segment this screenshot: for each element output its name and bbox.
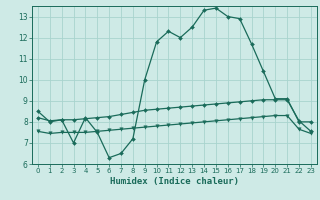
X-axis label: Humidex (Indice chaleur): Humidex (Indice chaleur) xyxy=(110,177,239,186)
